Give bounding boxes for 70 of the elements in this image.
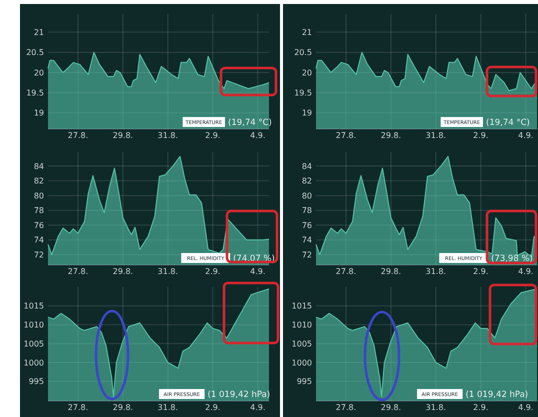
y-tick-label: 1000 (24, 358, 44, 368)
x-tick-label: 4.9. (250, 403, 266, 412)
y-tick-label: 78 (34, 206, 44, 216)
x-tick-label: 27.8. (68, 131, 88, 140)
x-tick-label: 31.8. (426, 131, 446, 140)
y-tick-label: 21 (34, 28, 44, 37)
x-tick-label: 29.8. (112, 403, 134, 412)
y-tick-label: 1010 (24, 320, 44, 330)
x-tick-label: 29.8. (380, 403, 402, 412)
y-tick-label: 72 (302, 250, 312, 260)
x-tick-label: 4.9. (518, 403, 534, 412)
x-tick-label: 4.9. (518, 131, 534, 140)
x-tick-label: 2.9. (473, 267, 488, 276)
y-tick-label: 84 (34, 162, 44, 171)
y-tick-label: 76 (302, 220, 312, 230)
y-tick-label: 19.5 (26, 88, 44, 98)
x-tick-label: 29.8. (112, 131, 134, 140)
annotation: (19,74 °C) (228, 118, 272, 128)
x-tick-label: 31.8. (426, 267, 446, 276)
x-tick-label: 4.9. (518, 267, 534, 276)
x-tick-label: 31.8. (158, 267, 178, 276)
y-tick-label: 80 (34, 191, 44, 200)
y-tick-label: 1015 (24, 302, 44, 311)
x-tick-label: 27.8. (68, 403, 88, 412)
y-tick-label: 995 (28, 377, 44, 386)
y-tick-label: 82 (302, 176, 312, 186)
y-tick-label: 1005 (24, 339, 44, 348)
x-tick-label: 27.8. (336, 131, 356, 140)
x-tick-label: 2.9. (473, 403, 488, 412)
y-tick-label: 72 (34, 250, 44, 260)
y-tick-label: 84 (302, 162, 312, 171)
y-tick-label: 19 (302, 108, 312, 118)
x-tick-label: 4.9. (250, 131, 266, 140)
y-tick-label: 80 (302, 191, 312, 200)
y-tick-label: 995 (296, 377, 312, 386)
x-tick-label: 31.8. (158, 131, 178, 140)
y-tick-label: 1010 (292, 320, 312, 330)
y-tick-label: 74 (302, 236, 312, 245)
y-tick-label: 20 (34, 68, 44, 78)
annotation: (1 019,42 hPa) (208, 390, 270, 400)
y-tick-label: 19.5 (294, 88, 312, 98)
x-tick-label: 31.8. (158, 403, 178, 412)
y-tick-label: 20.5 (294, 48, 312, 58)
x-tick-label: 29.8. (380, 131, 402, 140)
y-tick-label: 1005 (292, 339, 312, 348)
y-tick-label: 74 (34, 236, 44, 245)
y-tick-label: 1015 (292, 302, 312, 311)
annotation: (1 019,42 hPa) (466, 390, 528, 400)
annotation: (74,07 %) (233, 254, 275, 264)
x-tick-label: 2.9. (473, 131, 488, 140)
y-tick-label: 82 (34, 176, 44, 186)
y-tick-label: 20.5 (26, 48, 44, 58)
x-tick-label: 27.8. (336, 403, 356, 412)
x-tick-label: 2.9. (205, 267, 220, 276)
x-tick-label: 27.8. (68, 267, 88, 276)
y-tick-label: 78 (302, 206, 312, 216)
x-tick-label: 27.8. (336, 267, 356, 276)
y-tick-label: 20 (302, 68, 312, 78)
x-tick-label: 2.9. (205, 403, 220, 412)
x-tick-label: 29.8. (112, 267, 134, 276)
y-tick-label: 1000 (292, 358, 312, 368)
y-tick-label: 19 (34, 108, 44, 118)
x-tick-label: 29.8. (380, 267, 402, 276)
annotation: (73,98 %) (491, 254, 533, 264)
x-tick-label: 2.9. (205, 131, 220, 140)
annotation: (19,74 °C) (486, 118, 530, 128)
x-tick-label: 31.8. (426, 403, 446, 412)
y-tick-label: 21 (302, 28, 312, 37)
x-tick-label: 4.9. (250, 267, 266, 276)
y-tick-label: 76 (34, 220, 44, 230)
